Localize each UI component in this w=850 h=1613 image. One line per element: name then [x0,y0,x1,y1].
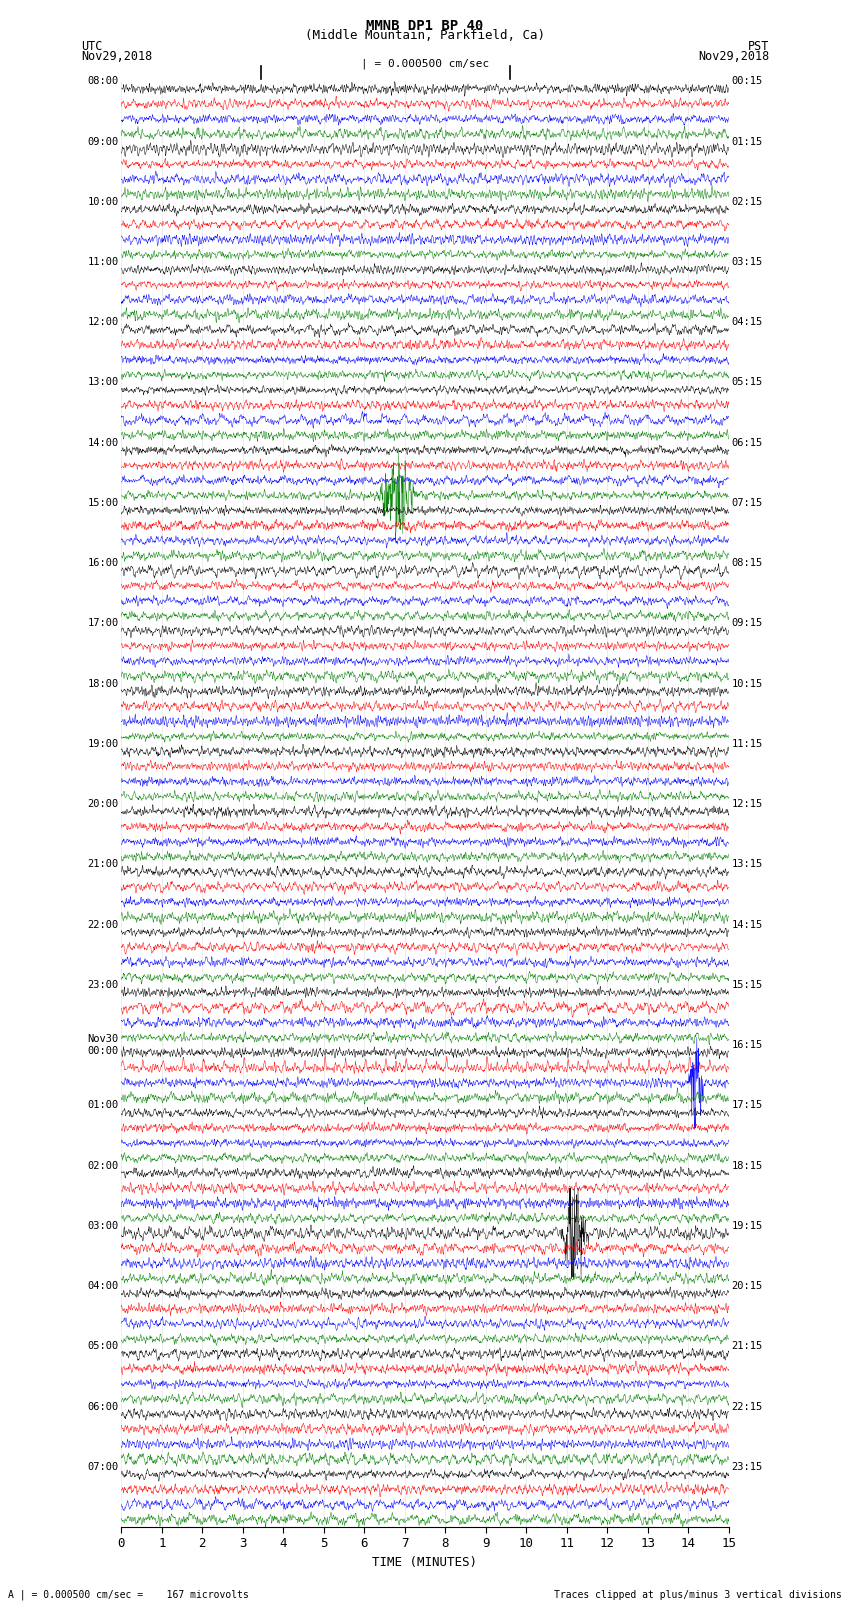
Text: A | = 0.000500 cm/sec =    167 microvolts: A | = 0.000500 cm/sec = 167 microvolts [8,1589,249,1600]
Text: | = 0.000500 cm/sec: | = 0.000500 cm/sec [361,58,489,69]
Text: Traces clipped at plus/minus 3 vertical divisions: Traces clipped at plus/minus 3 vertical … [553,1590,842,1600]
Text: Nov29,2018: Nov29,2018 [698,50,769,63]
Text: Nov29,2018: Nov29,2018 [81,50,152,63]
Text: (Middle Mountain, Parkfield, Ca): (Middle Mountain, Parkfield, Ca) [305,29,545,42]
Text: MMNB DP1 BP 40: MMNB DP1 BP 40 [366,19,484,34]
Text: UTC: UTC [81,40,102,53]
Text: PST: PST [748,40,769,53]
X-axis label: TIME (MINUTES): TIME (MINUTES) [372,1557,478,1569]
